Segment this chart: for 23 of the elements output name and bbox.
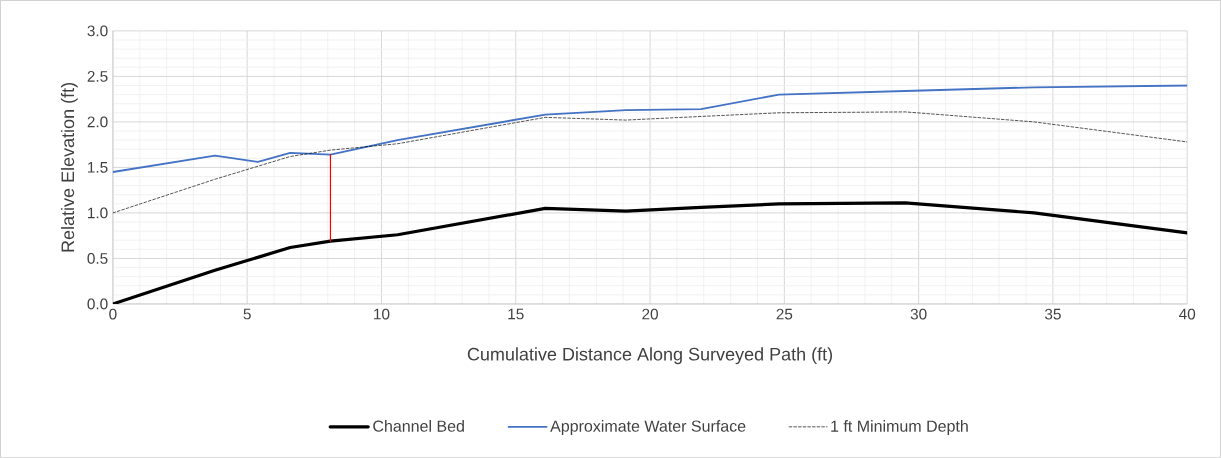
- y-tick-label: 0.0: [87, 298, 108, 310]
- x-tick-label: 10: [374, 308, 390, 320]
- x-tick-label: 20: [642, 308, 658, 320]
- x-tick-label: 5: [243, 308, 251, 320]
- y-tick-label: 2.5: [87, 71, 108, 82]
- legend-label: 1 ft Minimum Depth: [831, 420, 968, 436]
- y-tick-label: 1.0: [88, 207, 108, 219]
- line-series: [112, 111, 1188, 214]
- y-axis-title: Relative Elevation (ft): [60, 83, 78, 252]
- x-tick-label: 25: [776, 308, 793, 320]
- x-axis-title: Cumulative Distance Along Surveyed Path (ft): [467, 347, 833, 365]
- y-tick-label: 2.0: [87, 116, 108, 128]
- y-tick-label: 0.5: [87, 253, 108, 264]
- legend-label: Approximate Water Surface: [550, 420, 746, 436]
- x-tick-label: 35: [1044, 308, 1061, 320]
- x-tick-label: 40: [1179, 308, 1196, 320]
- legend-label: Channel Bed: [373, 420, 464, 432]
- line-series: [112, 84, 1188, 173]
- x-tick-label: 0: [109, 308, 117, 320]
- y-tick-label: 3.0: [87, 25, 108, 37]
- x-tick-label: 15: [508, 308, 524, 320]
- y-tick-label: 1.5: [88, 162, 108, 173]
- x-tick-label: 30: [910, 308, 927, 320]
